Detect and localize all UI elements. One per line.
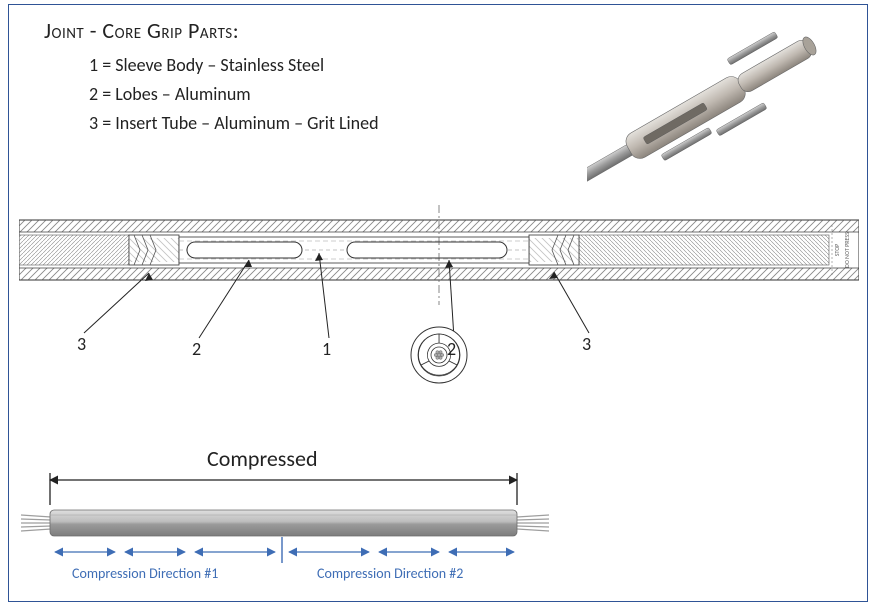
callout-2a: 2	[192, 338, 201, 360]
callout-3b: 3	[582, 333, 591, 355]
lobe-slots	[179, 237, 529, 263]
compressed-sleeve	[50, 510, 517, 536]
legend-item: 3 = Insert Tube – Aluminum – Grit Lined	[89, 109, 379, 138]
legend-item: 2 = Lobes – Aluminum	[89, 80, 379, 109]
section-circle-detail	[411, 327, 467, 383]
diagram-frame: Joint - Core Grip Parts: 1 = Sleeve Body…	[8, 4, 868, 602]
callout-3a: 3	[77, 333, 86, 355]
legend-item: 1 = Sleeve Body – Stainless Steel	[89, 51, 379, 80]
svg-text:DO NOT PRESS: DO NOT PRESS	[843, 232, 851, 268]
cross-section-view: STOP DO NOT PRESS	[19, 205, 859, 405]
isometric-exploded-view	[587, 15, 847, 185]
compressed-title: Compressed	[207, 445, 318, 472]
callout-1: 1	[322, 338, 331, 360]
iso-assembly	[587, 18, 830, 185]
svg-text:STOP: STOP	[833, 244, 841, 257]
compressed-view: Compressed	[17, 445, 557, 605]
diagram-title: Joint - Core Grip Parts:	[44, 17, 239, 44]
compression-dir-2-label: Compression Direction #2	[317, 565, 463, 582]
callout-2b: 2	[447, 338, 456, 360]
parts-legend: 1 = Sleeve Body – Stainless Steel 2 = Lo…	[89, 51, 379, 137]
compression-dir-1-label: Compression Direction #1	[72, 565, 218, 582]
